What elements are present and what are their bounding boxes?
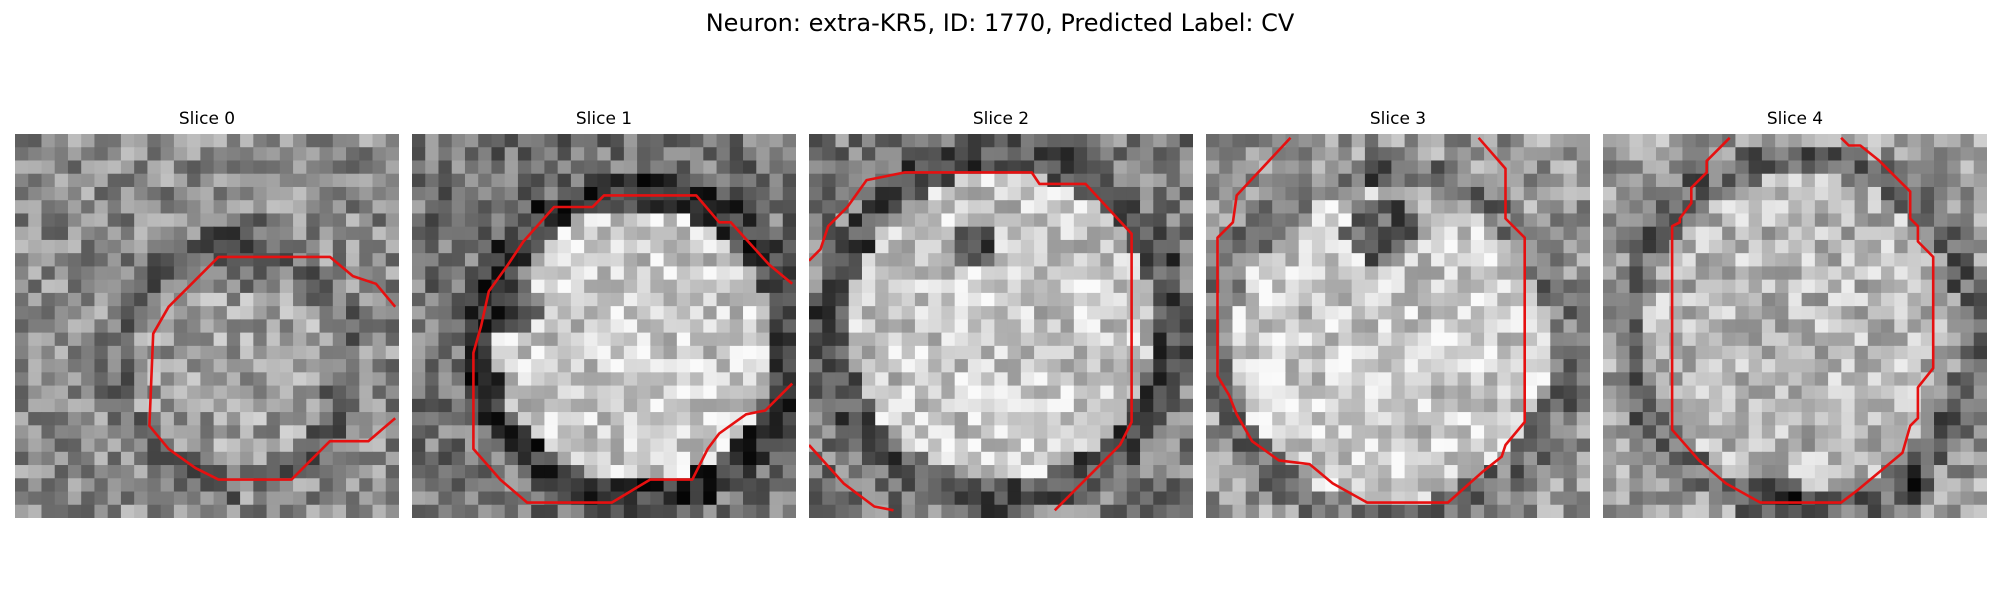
slice-panel-0: Slice 0 bbox=[15, 108, 399, 518]
slice-image-1 bbox=[412, 134, 796, 518]
slice-image-0 bbox=[15, 134, 399, 518]
segmentation-contour bbox=[148, 255, 397, 481]
slice-title-4: Slice 4 bbox=[1766, 109, 1824, 129]
slice-panel-2: Slice 2 bbox=[809, 108, 1193, 518]
slice-title-2: Slice 2 bbox=[972, 109, 1030, 129]
slice-image-4 bbox=[1603, 134, 1987, 518]
segmentation-contour bbox=[1216, 136, 1527, 504]
slice-panel-4: Slice 4 bbox=[1603, 108, 1987, 518]
slice-title-1: Slice 1 bbox=[575, 109, 633, 129]
figure-title: Neuron: extra-KR5, ID: 1770, Predicted L… bbox=[705, 9, 1295, 37]
segmentation-contour bbox=[1670, 136, 1935, 504]
slice-image-2 bbox=[809, 134, 1193, 518]
segmentation-contour bbox=[809, 444, 894, 512]
slice-image-3 bbox=[1206, 134, 1590, 518]
slice-title-0: Slice 0 bbox=[178, 109, 236, 129]
segmentation-contour bbox=[809, 171, 1133, 512]
slice-title-3: Slice 3 bbox=[1369, 109, 1427, 129]
slice-panel-1: Slice 1 bbox=[412, 108, 796, 518]
segmentation-contour bbox=[472, 194, 794, 504]
slice-panel-3: Slice 3 bbox=[1206, 108, 1590, 518]
